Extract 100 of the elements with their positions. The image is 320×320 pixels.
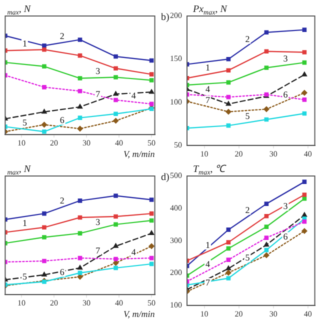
- point: [226, 246, 231, 251]
- series-label: 2: [245, 205, 250, 216]
- point: [77, 104, 83, 109]
- point: [42, 85, 46, 90]
- point: [149, 198, 154, 202]
- x-tick-label: 50: [148, 138, 156, 148]
- series-label: 4: [205, 84, 210, 94]
- x-tick-label: 10: [200, 149, 208, 158]
- point: [149, 58, 154, 63]
- text: d): [161, 172, 170, 183]
- point: [114, 222, 118, 227]
- point: [302, 90, 308, 96]
- point: [264, 252, 270, 258]
- x-tick-label: 10: [17, 138, 26, 148]
- point: [226, 94, 231, 100]
- point: [302, 196, 307, 201]
- series-label: 3: [96, 217, 101, 228]
- text: b): [161, 12, 170, 23]
- series-label: 7: [205, 95, 210, 106]
- y-tick-label: 300: [170, 236, 182, 245]
- point: [78, 88, 82, 94]
- point: [78, 256, 82, 260]
- series-label: 7: [96, 88, 101, 99]
- series-label: 1: [205, 62, 210, 73]
- point: [149, 78, 154, 82]
- point: [264, 30, 269, 35]
- point: [302, 98, 307, 102]
- point: [42, 258, 46, 264]
- point: [226, 228, 231, 232]
- point: [148, 243, 154, 249]
- point: [42, 64, 46, 69]
- point: [77, 265, 83, 270]
- point: [78, 231, 82, 236]
- point: [264, 202, 269, 206]
- point: [226, 80, 231, 85]
- point: [78, 76, 82, 80]
- point: [113, 91, 118, 96]
- series-label: 4: [205, 258, 210, 269]
- point: [42, 129, 46, 134]
- point: [149, 89, 154, 94]
- point: [264, 242, 269, 247]
- y-tick-label: 100: [170, 300, 182, 310]
- point: [264, 214, 269, 218]
- point: [264, 224, 269, 229]
- point: [114, 98, 118, 102]
- x-tick-label: 40: [115, 298, 124, 308]
- point: [302, 228, 308, 234]
- point: [149, 262, 154, 266]
- x-tick-label: 20: [50, 298, 58, 308]
- series-label: 1: [22, 218, 27, 228]
- x-tick-label: 30: [82, 298, 91, 308]
- y-tick-label: 400: [170, 203, 182, 212]
- point: [77, 126, 83, 132]
- point: [112, 118, 119, 124]
- point: [302, 50, 307, 54]
- point: [78, 270, 82, 276]
- point: [302, 180, 307, 184]
- point: [302, 219, 307, 224]
- x-tick-label: 30: [269, 309, 278, 318]
- point: [42, 235, 46, 240]
- series-label: 7: [205, 277, 210, 288]
- point: [226, 101, 231, 106]
- y-tick-label: 200: [170, 268, 182, 278]
- y-tick-label: 500: [170, 171, 182, 180]
- series-label: 6: [283, 231, 288, 242]
- point: [149, 256, 154, 260]
- series-label: 3: [283, 201, 288, 212]
- point: [78, 198, 82, 203]
- point: [149, 102, 154, 106]
- series-label: 5: [245, 252, 250, 263]
- series-label: 1: [205, 240, 210, 250]
- point: [226, 108, 232, 115]
- x-tick-label: 20: [234, 309, 243, 318]
- point: [302, 111, 307, 116]
- series-label: 3: [96, 66, 101, 76]
- x-tick-label: 10: [17, 298, 26, 308]
- point: [114, 75, 118, 80]
- series-label: 4: [131, 90, 136, 100]
- x-tick-label: 20: [50, 138, 58, 148]
- point: [264, 248, 269, 252]
- point: [78, 215, 82, 220]
- point: [226, 123, 231, 128]
- series-label: 5: [22, 118, 28, 128]
- series-label: 3: [283, 54, 288, 64]
- point: [114, 194, 118, 198]
- point: [226, 266, 231, 270]
- x-tick-label: 50: [148, 298, 156, 308]
- point: [114, 66, 118, 71]
- point: [42, 47, 46, 52]
- point: [149, 218, 154, 223]
- series-label: 2: [60, 195, 64, 206]
- point: [264, 106, 270, 112]
- x-tick-label: 30: [82, 138, 91, 148]
- series-label: 1: [22, 38, 27, 48]
- y-tick-label: 200: [170, 11, 182, 20]
- point: [264, 49, 269, 54]
- series-label: 6: [60, 115, 65, 126]
- y-tick-label: 150: [170, 54, 182, 64]
- x-tick-label: 40: [304, 149, 312, 158]
- x-tick-label: 30: [269, 149, 278, 158]
